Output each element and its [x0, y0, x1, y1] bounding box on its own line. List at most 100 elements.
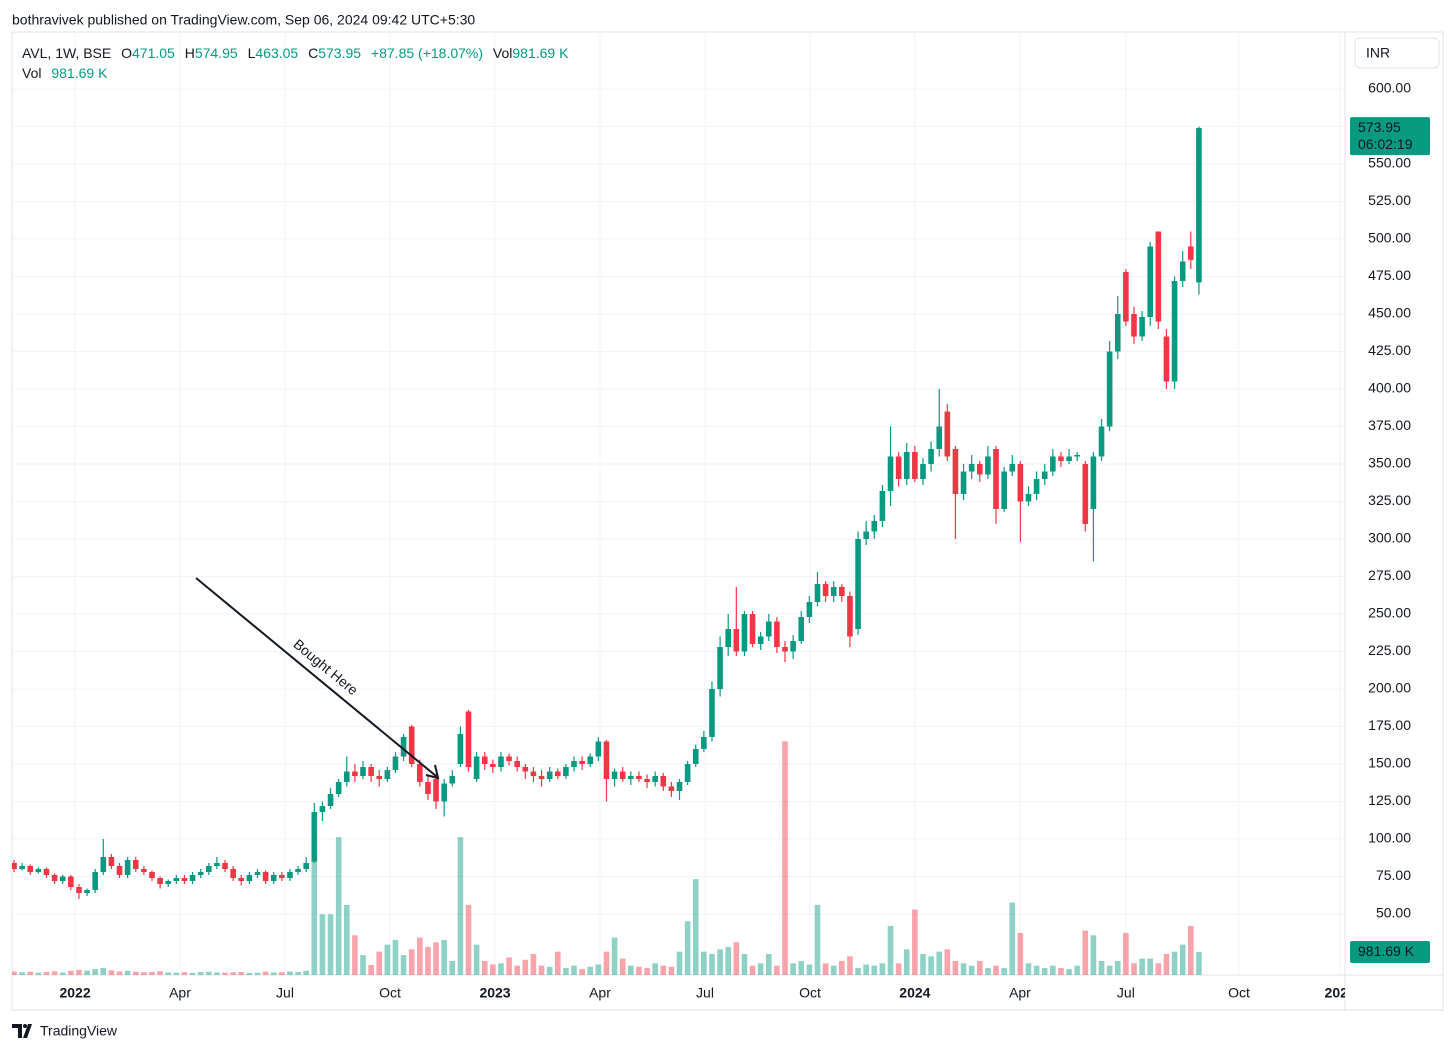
currency[interactable]: INR — [1366, 45, 1390, 61]
candle-body — [847, 595, 853, 637]
currency-button[interactable] — [1354, 37, 1440, 69]
candle-body — [132, 859, 139, 869]
volume-bar — [1171, 951, 1178, 975]
volume-bar — [855, 967, 861, 975]
legend-value: 573.95 — [318, 45, 361, 61]
candle-body — [433, 778, 439, 802]
candle-body — [1082, 464, 1089, 524]
volume-bar — [141, 972, 147, 975]
volume-bar — [343, 904, 350, 975]
volume-bar — [522, 959, 529, 975]
volume-bar — [603, 951, 610, 975]
volume-bar — [270, 972, 277, 975]
legend: AVL, 1W, BSE O471.05 H574.95 L463.05 C57… — [22, 45, 569, 61]
candle-body — [514, 760, 521, 767]
candle-body — [1123, 272, 1129, 322]
x-tick-label: Apr — [169, 985, 191, 1001]
x-tick-label: Apr — [1009, 985, 1031, 1001]
volume-bar — [1106, 965, 1113, 975]
candle-body — [343, 771, 350, 782]
volume-bar — [993, 965, 999, 975]
volume-bar — [1041, 967, 1048, 975]
candle-body — [457, 733, 464, 764]
volume-bar — [279, 972, 285, 975]
volume-bar — [425, 946, 431, 975]
candle-body — [595, 741, 602, 757]
y-tick-label: 550.00 — [1368, 155, 1411, 171]
logo-dot — [23, 1024, 27, 1028]
x-tick-label: Apr — [589, 985, 611, 1001]
legend-key: Vol — [22, 65, 41, 81]
volume-bar — [319, 914, 326, 975]
candle-body — [1114, 314, 1121, 352]
legend-value: 981.69 K — [51, 65, 108, 81]
volume-bar — [668, 966, 675, 975]
legend-key: L — [248, 45, 256, 61]
symbol: AVL, 1W, BSE — [22, 45, 111, 61]
legend-change: +87.85 (+18.07%) — [371, 45, 483, 61]
candle-body — [449, 775, 456, 784]
candle-body — [912, 452, 918, 480]
volume-bar — [1139, 958, 1145, 975]
candle-body — [1025, 494, 1032, 502]
volume-bar — [595, 964, 602, 975]
volume-bar — [1155, 963, 1162, 975]
candle-body — [579, 760, 585, 764]
logo-icon — [12, 1024, 32, 1038]
candle-body — [51, 874, 58, 881]
annotation-arrow — [195, 577, 437, 777]
legend-value: 981.69 K — [512, 45, 569, 61]
price-countdown: 06:02:19 — [1358, 136, 1413, 152]
volume-bar — [1114, 960, 1121, 975]
candle-body — [392, 756, 399, 770]
legend-key: H — [185, 45, 195, 61]
candle-body — [1001, 471, 1007, 509]
y-tick-label: 450.00 — [1368, 305, 1411, 321]
y-tick-label: 275.00 — [1368, 567, 1411, 583]
y-tick-label: 175.00 — [1368, 717, 1411, 733]
candle-body — [295, 868, 301, 872]
volume-bar — [35, 972, 42, 975]
candle-body — [765, 621, 772, 637]
volume-bar — [644, 967, 650, 975]
candle-body — [1139, 317, 1145, 337]
volume-bar — [287, 971, 293, 975]
candle-body — [506, 756, 512, 761]
volume-bar — [887, 925, 894, 975]
volume-bar — [1179, 944, 1186, 975]
candle-body — [684, 763, 691, 782]
candle-body — [611, 771, 618, 779]
candle-body — [814, 583, 821, 602]
y-tick-label: 50.00 — [1376, 905, 1411, 921]
candle-body — [903, 452, 910, 480]
candle-body — [368, 766, 374, 776]
volume-bar — [798, 960, 805, 975]
candle-body — [1147, 246, 1154, 318]
candle-body — [84, 889, 90, 893]
candle-body — [928, 449, 934, 465]
candle-body — [1050, 456, 1056, 472]
candle-body — [173, 877, 180, 881]
y-tick-label: 225.00 — [1368, 642, 1411, 658]
volume-bar — [546, 966, 553, 975]
candle-body — [636, 775, 642, 779]
candle-body — [246, 874, 253, 881]
volume-bar — [157, 971, 163, 975]
volume-bar — [733, 942, 740, 975]
volume-tag — [1350, 941, 1430, 964]
brand: TradingView — [40, 1023, 118, 1039]
candle-body — [798, 616, 805, 641]
candle-body — [895, 456, 902, 480]
candle-body — [660, 775, 667, 787]
candle-body — [839, 586, 845, 596]
candle-body — [465, 711, 472, 767]
volume-bar — [441, 939, 447, 975]
volume-bar — [1090, 935, 1097, 975]
candle-body — [887, 456, 894, 492]
volume-bar — [628, 965, 634, 975]
volume-bar — [563, 967, 569, 975]
candle-body — [563, 766, 569, 776]
volume-bar — [295, 971, 301, 975]
candle-body — [757, 636, 764, 644]
